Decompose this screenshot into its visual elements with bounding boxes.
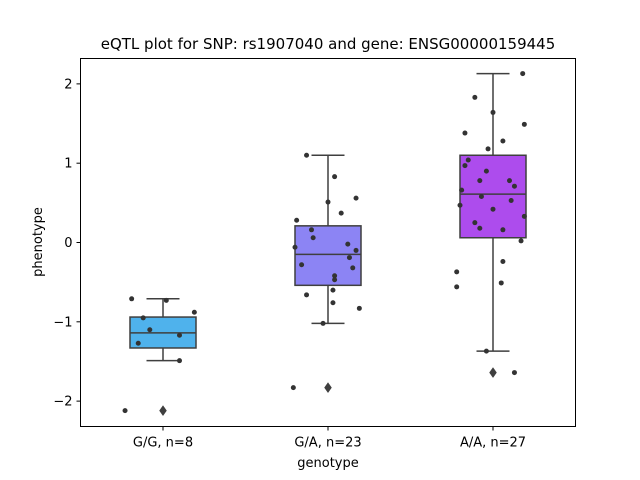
data-point xyxy=(353,195,359,201)
outlier-marker xyxy=(489,367,497,379)
data-point xyxy=(508,197,514,203)
data-point xyxy=(135,340,141,346)
data-point xyxy=(330,300,336,306)
box-group xyxy=(454,71,527,379)
data-point xyxy=(511,370,517,376)
data-point xyxy=(332,277,338,283)
data-point xyxy=(122,408,128,414)
data-point xyxy=(462,163,468,169)
data-point xyxy=(483,348,489,354)
data-point xyxy=(520,71,526,77)
data-point xyxy=(294,217,300,223)
data-point xyxy=(462,130,468,136)
outlier-marker xyxy=(159,405,167,417)
x-axis: G/G, n=8 G/A, n=23 A/A, n=27 xyxy=(133,426,526,451)
box xyxy=(459,154,527,239)
data-point xyxy=(163,297,169,303)
data-point xyxy=(485,146,491,152)
data-point xyxy=(290,385,296,391)
data-point xyxy=(356,305,362,311)
data-point xyxy=(140,315,146,321)
data-point xyxy=(353,247,359,253)
data-point xyxy=(500,259,506,265)
data-point xyxy=(457,202,463,208)
data-point xyxy=(500,227,506,233)
box-group xyxy=(290,152,362,394)
data-point xyxy=(147,327,153,333)
data-point xyxy=(320,320,326,326)
data-point xyxy=(511,183,517,189)
outlier-marker xyxy=(324,382,332,394)
y-axis-label: phenotype xyxy=(31,207,46,277)
data-point xyxy=(518,238,524,244)
y-tick-label: 0 xyxy=(64,236,72,251)
data-point xyxy=(490,206,496,212)
data-point xyxy=(477,178,483,184)
data-point xyxy=(338,210,344,216)
data-point xyxy=(310,235,316,241)
box xyxy=(294,225,362,287)
plot-area xyxy=(122,71,527,417)
data-point xyxy=(332,273,338,279)
data-point xyxy=(177,332,182,338)
y-tick-label: −2 xyxy=(53,395,72,410)
data-point xyxy=(521,121,527,127)
data-point xyxy=(478,194,484,199)
data-point xyxy=(472,94,478,100)
data-point xyxy=(309,227,314,233)
data-point xyxy=(330,287,336,293)
data-point xyxy=(345,241,351,247)
data-point xyxy=(459,187,465,193)
data-point xyxy=(500,138,506,144)
data-point xyxy=(304,152,310,158)
data-point xyxy=(325,199,331,205)
data-point xyxy=(498,280,504,286)
data-point xyxy=(507,178,512,184)
data-point xyxy=(465,157,471,163)
data-point xyxy=(129,296,135,302)
x-tick-label: G/A, n=23 xyxy=(294,436,361,451)
y-tick-label: 1 xyxy=(64,157,72,172)
data-point xyxy=(350,265,356,271)
data-point xyxy=(332,174,338,180)
data-point xyxy=(472,220,478,226)
data-point xyxy=(454,284,460,290)
data-point xyxy=(191,309,197,315)
data-point xyxy=(454,269,460,275)
data-point xyxy=(346,255,352,261)
x-axis-label: genotype xyxy=(297,456,358,471)
y-tick-label: −1 xyxy=(53,315,72,330)
x-tick-label: G/G, n=8 xyxy=(133,436,193,451)
data-point xyxy=(477,225,483,231)
data-point xyxy=(483,168,489,174)
x-tick-label: A/A, n=27 xyxy=(460,436,526,451)
y-axis: −2 −1 0 1 2 xyxy=(53,77,81,410)
y-tick-label: 2 xyxy=(64,77,72,92)
box-group xyxy=(122,296,197,417)
data-point xyxy=(521,213,527,219)
data-point xyxy=(490,109,496,115)
data-point xyxy=(292,244,298,250)
data-point xyxy=(304,292,310,298)
chart-title: eQTL plot for SNP: rs1907040 and gene: E… xyxy=(101,35,556,53)
data-point xyxy=(299,262,305,268)
data-point xyxy=(177,358,182,364)
